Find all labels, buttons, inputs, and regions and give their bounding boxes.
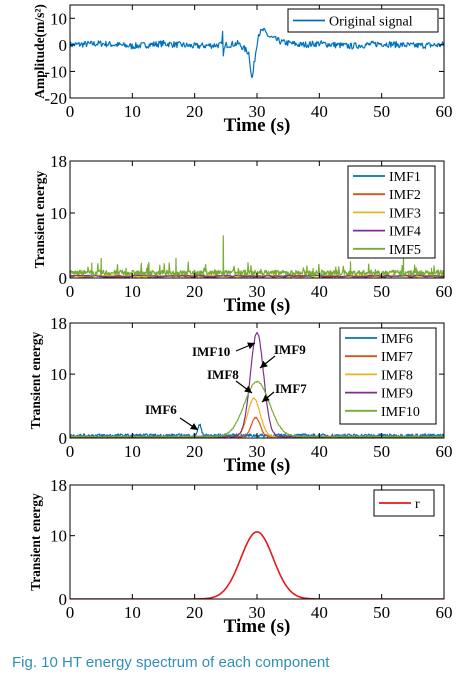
- x-tick-label: 60: [436, 102, 453, 121]
- annotation-label: IMF7: [275, 381, 307, 396]
- y-tick-label: 10: [50, 365, 67, 384]
- y-axis-label: Transient energy: [28, 331, 43, 429]
- x-tick-label: 10: [124, 282, 141, 301]
- y-tick-label: 0: [59, 269, 68, 288]
- annotation-arrow: [259, 355, 276, 369]
- y-tick-label: 0: [59, 429, 68, 448]
- x-tick-label: 0: [66, 603, 75, 622]
- annotation-label: IMF6: [145, 402, 177, 417]
- x-tick-label: 0: [66, 442, 75, 461]
- legend: Original signal: [287, 8, 439, 33]
- plot-area-4: [70, 531, 444, 599]
- legend-label: IMF9: [381, 387, 413, 402]
- x-tick-label: 20: [186, 282, 203, 301]
- series-line-original-signal: [70, 27, 444, 79]
- x-tick-label: 50: [373, 442, 390, 461]
- chart-panel-2: 0 10 20 30 40 50 60 0 10 18 Time (s) Transient ener…: [32, 152, 453, 316]
- x-tick-label: 0: [66, 282, 75, 301]
- x-tick-label: 30: [249, 603, 266, 622]
- x-axis-label: Time (s): [224, 115, 291, 136]
- x-tick-label: 10: [124, 442, 141, 461]
- annotation-arrow: [261, 391, 275, 403]
- figure-caption: Fig. 10 HT energy spectrum of each compo…: [12, 654, 330, 671]
- x-tick-label: 60: [436, 603, 453, 622]
- x-tick-label: 20: [186, 442, 203, 461]
- legend-label: r: [415, 497, 420, 512]
- y-axis-label: Amplitude(m/s²): [32, 4, 47, 99]
- legend-label: IMF2: [389, 188, 421, 203]
- y-tick-label: -20: [44, 89, 67, 108]
- x-tick-label: 40: [311, 102, 328, 121]
- y-tick-label: 10: [50, 9, 67, 28]
- panels-group: 0 10 20 30 40 50 60 -20 -10 0 10 Time (s) Amplitude(…: [28, 4, 453, 637]
- x-tick-label: 50: [373, 603, 390, 622]
- annotation-arrow: [235, 342, 256, 352]
- annotation-arrow: [179, 417, 199, 431]
- y-axis-label: Transient energy: [28, 493, 43, 591]
- chart-panel-4: 0 10 20 30 40 50 60 0 10 18 Time (s) Transient ener…: [28, 476, 453, 637]
- y-tick-label: -10: [44, 62, 67, 81]
- x-tick-label: 40: [311, 603, 328, 622]
- legend-label: IMF7: [381, 350, 413, 365]
- x-tick-label: 30: [249, 102, 266, 121]
- x-tick-label: 30: [249, 282, 266, 301]
- legend-label: IMF3: [389, 206, 421, 221]
- x-tick-label: 20: [186, 102, 203, 121]
- x-tick-label: 10: [124, 603, 141, 622]
- chart-panel-3: 0 10 20 30 40 50 60 0 10 18 Time (s) Transient ener…: [28, 314, 453, 476]
- x-tick-label: 10: [124, 102, 141, 121]
- y-tick-label: 18: [50, 314, 67, 333]
- x-tick-label: 30: [249, 442, 266, 461]
- x-tick-label: 60: [436, 442, 453, 461]
- legend-label: IMF8: [381, 368, 413, 383]
- legend: IMF1 IMF2 IMF3 IMF4 IMF5: [347, 165, 436, 259]
- annotation-label: IMF10: [192, 344, 230, 359]
- y-tick-label: 18: [50, 476, 67, 495]
- annotation-label: IMF9: [274, 342, 306, 357]
- legend-label: Original signal: [329, 15, 413, 30]
- legend-box: [287, 8, 439, 33]
- legend-label: IMF6: [381, 332, 413, 347]
- chart-panel-1: 0 10 20 30 40 50 60 -20 -10 0 10 Time (s) Amplitude(…: [32, 4, 453, 136]
- legend: IMF6 IMF7 IMF8 IMF9 IMF10: [339, 327, 437, 425]
- y-tick-label: 10: [50, 527, 67, 546]
- x-axis-label: Time (s): [224, 455, 291, 476]
- y-axis-label: Transient energy: [32, 170, 47, 268]
- x-tick-label: 60: [436, 282, 453, 301]
- legend-label: IMF1: [389, 170, 421, 185]
- x-axis-label: Time (s): [224, 295, 291, 316]
- annotation-label: IMF8: [207, 367, 239, 382]
- y-tick-label: 0: [59, 36, 68, 55]
- y-tick-label: 18: [50, 152, 67, 171]
- x-tick-label: 50: [373, 102, 390, 121]
- legend-box: [339, 327, 437, 425]
- series-line-imf5: [70, 235, 444, 276]
- legend-label: IMF10: [381, 405, 420, 420]
- x-axis-label: Time (s): [224, 616, 291, 637]
- annotation-arrow: [235, 380, 253, 394]
- legend-label: IMF5: [389, 243, 421, 258]
- x-tick-label: 40: [311, 442, 328, 461]
- legend-label: IMF4: [389, 225, 421, 240]
- x-tick-label: 40: [311, 282, 328, 301]
- x-tick-label: 50: [373, 282, 390, 301]
- series-line-r: [70, 531, 444, 599]
- plot-area-1: [70, 27, 444, 79]
- x-tick-label: 20: [186, 603, 203, 622]
- legend: r: [373, 489, 435, 517]
- x-tick-label: 0: [66, 102, 75, 121]
- y-tick-label: 10: [50, 204, 67, 223]
- y-tick-label: 0: [59, 590, 68, 609]
